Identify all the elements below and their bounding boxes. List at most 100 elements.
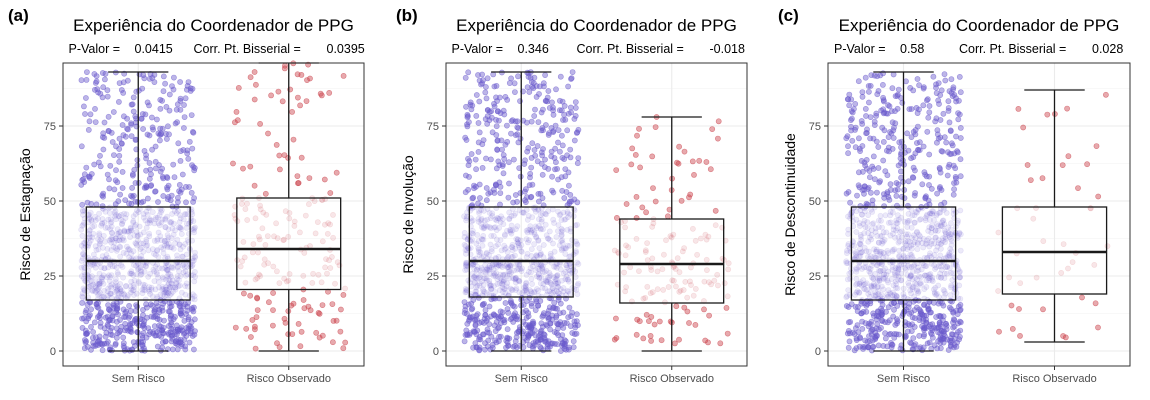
- data-point: [565, 288, 572, 295]
- data-point: [528, 154, 535, 161]
- data-point: [858, 310, 865, 317]
- data-point: [268, 92, 274, 99]
- data-point: [87, 274, 93, 280]
- data-point: [651, 321, 658, 328]
- data-point: [137, 240, 144, 247]
- data-point: [1016, 306, 1022, 312]
- data-point: [633, 331, 640, 338]
- data-point: [551, 155, 558, 161]
- data-point: [933, 292, 940, 298]
- data-point: [643, 209, 649, 216]
- data-point: [844, 260, 851, 266]
- data-point: [520, 210, 527, 216]
- data-point: [295, 180, 302, 186]
- data-point: [86, 214, 93, 221]
- data-point: [715, 118, 722, 125]
- data-point: [132, 307, 139, 314]
- data-point: [475, 246, 482, 253]
- data-point: [158, 244, 165, 251]
- data-point: [885, 144, 892, 151]
- data-point: [894, 105, 901, 112]
- data-point: [264, 233, 271, 239]
- data-point: [925, 306, 932, 312]
- data-point: [143, 236, 150, 243]
- data-point: [114, 334, 120, 341]
- data-point: [888, 300, 895, 307]
- data-point: [289, 109, 295, 115]
- data-point: [878, 309, 884, 316]
- data-point: [846, 338, 853, 345]
- data-point: [540, 80, 547, 87]
- data-point: [165, 290, 172, 296]
- data-point: [247, 163, 254, 170]
- data-point: [80, 211, 86, 218]
- data-point: [1079, 294, 1085, 301]
- data-point: [860, 344, 866, 350]
- data-point: [559, 142, 566, 149]
- data-point: [880, 82, 886, 88]
- data-point: [159, 165, 165, 172]
- data-point: [143, 238, 150, 245]
- data-point: [475, 215, 482, 222]
- data-point: [543, 267, 550, 274]
- data-point: [119, 263, 126, 270]
- data-point: [669, 277, 676, 284]
- data-point: [179, 171, 186, 178]
- y-tick-label: 50: [809, 196, 821, 208]
- data-point: [951, 92, 958, 98]
- data-point: [916, 216, 923, 223]
- data-point: [929, 278, 936, 285]
- data-point: [887, 181, 894, 188]
- data-point: [906, 217, 913, 224]
- data-point: [155, 254, 162, 260]
- data-point: [140, 281, 147, 288]
- data-point: [847, 318, 854, 325]
- data-point: [920, 102, 927, 109]
- data-point: [121, 228, 128, 234]
- data-point: [559, 237, 566, 244]
- data-point: [483, 95, 490, 102]
- data-point: [165, 226, 172, 233]
- data-point: [550, 111, 557, 118]
- data-point: [534, 143, 541, 149]
- data-point: [504, 227, 510, 234]
- data-point: [523, 199, 529, 205]
- data-point: [254, 295, 261, 302]
- data-point: [192, 254, 198, 261]
- data-point: [874, 189, 880, 196]
- data-point: [868, 331, 875, 338]
- data-point: [88, 323, 94, 330]
- data-point: [180, 243, 186, 250]
- data-point: [908, 224, 915, 231]
- data-point: [946, 119, 953, 126]
- data-point: [118, 262, 125, 268]
- data-point: [689, 158, 696, 165]
- data-point: [557, 261, 563, 268]
- data-point: [723, 304, 730, 311]
- data-point: [957, 89, 964, 96]
- data-point: [614, 214, 620, 221]
- data-point: [96, 210, 102, 217]
- data-point: [514, 239, 521, 245]
- data-point: [163, 289, 170, 296]
- data-point: [93, 78, 100, 85]
- data-point: [164, 237, 170, 244]
- data-point: [92, 288, 99, 295]
- data-point: [861, 264, 867, 271]
- data-point: [893, 180, 900, 186]
- data-point: [302, 212, 309, 219]
- data-point: [874, 73, 880, 80]
- data-point: [869, 163, 876, 170]
- data-point: [108, 223, 115, 230]
- data-point: [342, 339, 349, 346]
- data-point: [493, 123, 500, 130]
- data-point: [953, 289, 960, 296]
- data-point: [949, 142, 956, 149]
- data-point: [560, 209, 567, 216]
- data-point: [140, 306, 146, 313]
- data-point: [879, 240, 885, 247]
- data-point: [905, 147, 912, 154]
- data-point: [572, 105, 579, 111]
- data-point: [99, 192, 106, 199]
- data-point: [189, 145, 196, 152]
